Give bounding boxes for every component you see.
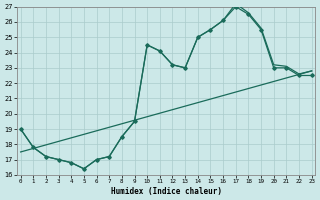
X-axis label: Humidex (Indice chaleur): Humidex (Indice chaleur) [111, 187, 222, 196]
